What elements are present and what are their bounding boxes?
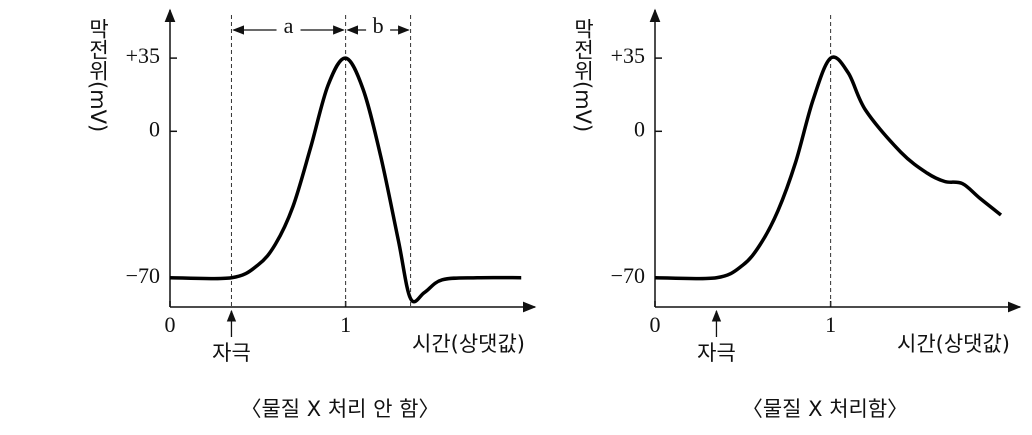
y-tick-label: −70 [611,263,645,288]
y-tick-label: +35 [126,43,160,68]
y-tick-label: +35 [611,43,645,68]
y-axis-label: 막전위(mV) [571,18,595,132]
y-tick-label: 0 [149,116,160,141]
x-tick-label: 0 [165,312,176,337]
x-axis-label: 시간(상댓값) [897,332,1010,356]
stimulus-label: 자극 [697,341,736,365]
chart-title: 〈물질 X 처리함〉 [742,397,908,421]
span-label: a [284,13,294,38]
x-tick-label: 1 [825,312,836,337]
chart-title: 〈물질 X 처리 안 함〉 [240,397,439,421]
potential-line [169,56,522,304]
x-tick-label: 1 [340,312,351,337]
y-tick-label: −70 [126,263,160,288]
x-tick-label: 0 [650,312,661,337]
stimulus-label: 자극 [212,341,251,365]
y-tick-label: 0 [634,116,645,141]
span-label: b [373,13,384,38]
x-axis-label: 시간(상댓값) [412,332,525,356]
y-axis-label: 막전위(mV) [86,18,110,132]
potential-line [654,55,1003,281]
